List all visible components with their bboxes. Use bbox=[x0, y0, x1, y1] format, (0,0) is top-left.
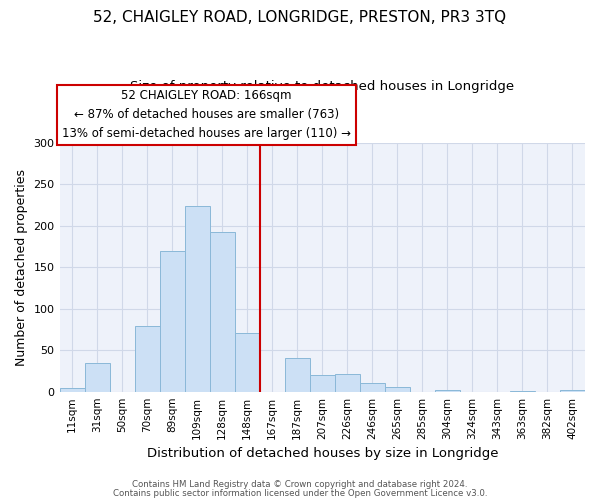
Bar bbox=[134, 326, 160, 392]
Bar bbox=[560, 390, 585, 392]
Text: Contains public sector information licensed under the Open Government Licence v3: Contains public sector information licen… bbox=[113, 488, 487, 498]
Bar bbox=[59, 388, 85, 392]
Bar bbox=[285, 358, 310, 392]
Bar bbox=[235, 333, 260, 392]
Bar bbox=[385, 386, 410, 392]
Bar bbox=[335, 374, 360, 392]
Text: 52, CHAIGLEY ROAD, LONGRIDGE, PRESTON, PR3 3TQ: 52, CHAIGLEY ROAD, LONGRIDGE, PRESTON, P… bbox=[94, 10, 506, 25]
Bar bbox=[310, 375, 335, 392]
Bar bbox=[85, 364, 110, 392]
X-axis label: Distribution of detached houses by size in Longridge: Distribution of detached houses by size … bbox=[146, 447, 498, 460]
Bar bbox=[160, 250, 185, 392]
Bar bbox=[360, 384, 385, 392]
Text: Contains HM Land Registry data © Crown copyright and database right 2024.: Contains HM Land Registry data © Crown c… bbox=[132, 480, 468, 489]
Bar bbox=[209, 232, 235, 392]
Y-axis label: Number of detached properties: Number of detached properties bbox=[15, 168, 28, 366]
Bar bbox=[510, 391, 535, 392]
Title: Size of property relative to detached houses in Longridge: Size of property relative to detached ho… bbox=[130, 80, 514, 93]
Bar bbox=[435, 390, 460, 392]
Bar bbox=[185, 206, 209, 392]
Text: 52 CHAIGLEY ROAD: 166sqm
← 87% of detached houses are smaller (763)
13% of semi-: 52 CHAIGLEY ROAD: 166sqm ← 87% of detach… bbox=[62, 90, 351, 140]
